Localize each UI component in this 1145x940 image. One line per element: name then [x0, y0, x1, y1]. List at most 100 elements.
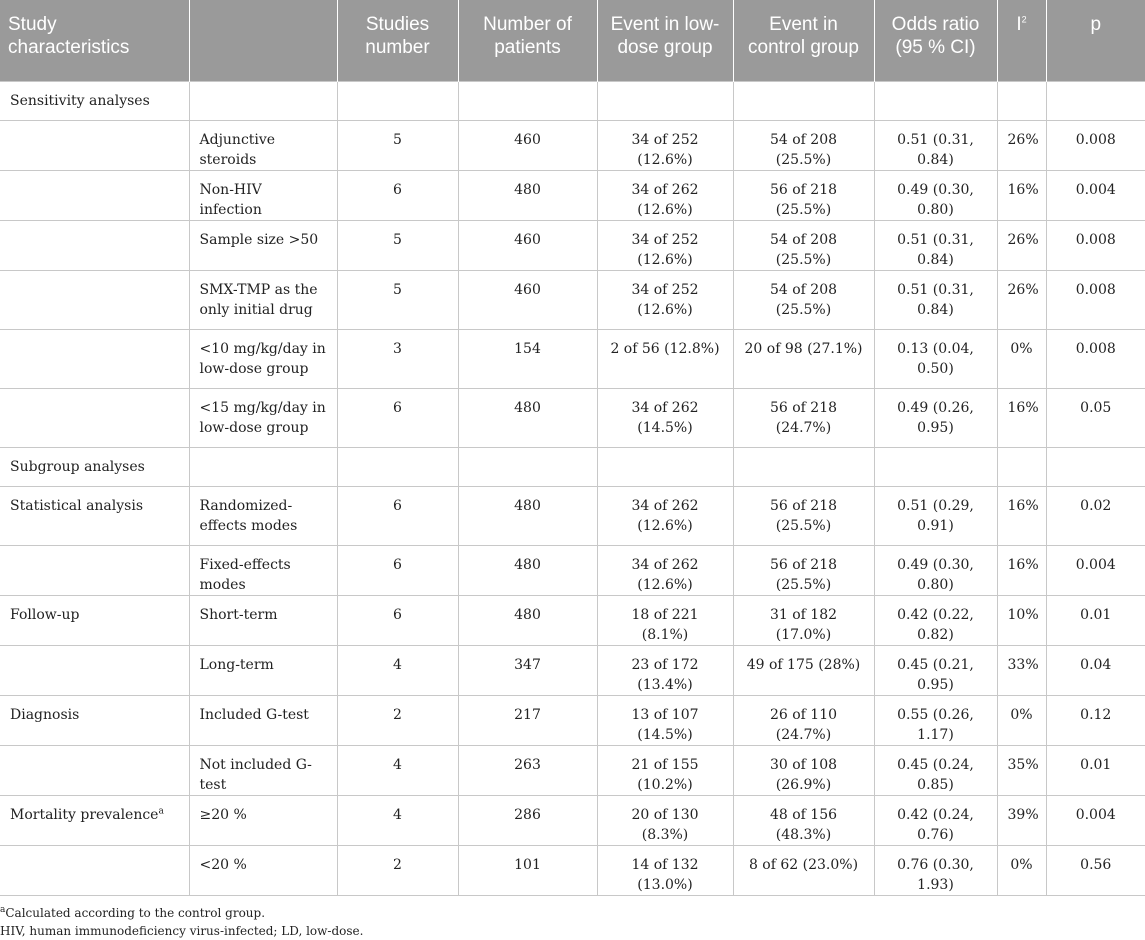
cell-odds-ratio-text: 0.42 (0.24, 0.76) — [897, 806, 974, 843]
cell-i-squared-text: 0% — [1010, 856, 1033, 873]
cell-p-value: 0.04 — [1045, 644, 1145, 696]
cell-event-low-dose-text: 21 of 155 (10.2%) — [631, 756, 699, 793]
cell-subgroup: Included G-test — [188, 694, 338, 746]
cell-event-control-text: 56 of 218 (25.5%) — [769, 497, 838, 534]
cell-studies-number: 6 — [336, 387, 459, 448]
cell-event-low-dose: 34 of 252 (12.6%) — [596, 119, 734, 171]
cell-event-control — [732, 446, 875, 487]
cell-number-of-patients: 263 — [457, 744, 598, 796]
cell-event-control-text: 56 of 218 (25.5%) — [769, 181, 838, 218]
cell-event-control: 56 of 218 (25.5%) — [732, 169, 875, 221]
cell-i-squared — [996, 446, 1047, 487]
cell-number-of-patients: 480 — [457, 169, 598, 221]
cell-p-value-text: 0.008 — [1075, 231, 1116, 248]
cell-event-low-dose-text: 14 of 132 (13.0%) — [631, 856, 699, 893]
cell-odds-ratio-text: 0.49 (0.30, 0.80) — [897, 181, 974, 218]
cell-number-of-patients: 460 — [457, 269, 598, 330]
footnotes: aCalculated according to the control gro… — [0, 896, 1145, 940]
header-event-low-dose: Event in low-dose group — [596, 0, 733, 81]
table-row: Sample size >50 5 460 34 of 252 (12.6%) 54 o… — [0, 219, 1145, 271]
cell-odds-ratio-text: 0.49 (0.26, 0.95) — [897, 399, 974, 436]
cell-event-control-text: 49 of 175 (28%) — [746, 656, 861, 673]
cell-subgroup-text: Included G-test — [199, 706, 309, 723]
cell-studies-number-text: 6 — [393, 181, 402, 198]
cell-category — [0, 269, 190, 330]
cell-i-squared-text: 16% — [1007, 399, 1039, 416]
cell-i-squared-text: 39% — [1007, 806, 1039, 823]
cell-i-squared: 26% — [996, 119, 1047, 171]
cell-i-squared-text: 26% — [1007, 131, 1039, 148]
cell-studies-number — [336, 80, 459, 121]
cell-event-control: 54 of 208 (25.5%) — [732, 219, 875, 271]
cell-p-value-text: 0.008 — [1075, 340, 1116, 357]
cell-subgroup: <10 mg/kg/day in low-dose group — [188, 328, 338, 389]
cell-number-of-patients: 347 — [457, 644, 598, 696]
cell-studies-number: 6 — [336, 169, 459, 221]
cell-odds-ratio-text: 0.51 (0.31, 0.84) — [897, 231, 974, 268]
cell-i-squared: 35% — [996, 744, 1047, 796]
cell-category-text: Mortality prevalence — [10, 806, 159, 823]
cell-event-low-dose: 34 of 262 (12.6%) — [596, 485, 734, 546]
cell-category: Mortality prevalencea — [0, 794, 190, 846]
cell-odds-ratio-text: 0.49 (0.30, 0.80) — [897, 556, 974, 593]
cell-subgroup: Non-HIV infection — [188, 169, 338, 221]
cell-odds-ratio: 0.45 (0.24, 0.85) — [873, 744, 998, 796]
table-row: Follow-up Short-term 6 480 18 of 221 (8.1%) 3… — [0, 594, 1145, 646]
cell-odds-ratio — [873, 80, 998, 121]
cell-event-low-dose-text: 2 of 56 (12.8%) — [610, 340, 720, 357]
cell-p-value: 0.01 — [1045, 744, 1145, 796]
cell-category: Diagnosis — [0, 694, 190, 746]
cell-category: Follow-up — [0, 594, 190, 646]
cell-i-squared-text: 35% — [1007, 756, 1039, 773]
table-row: SMX-TMP as the only initial drug 5 460 34 o… — [0, 269, 1145, 330]
cell-odds-ratio-text: 0.76 (0.30, 1.93) — [897, 856, 974, 893]
cell-subgroup-text: Adjunctive steroids — [199, 131, 276, 168]
cell-number-of-patients-text: 480 — [514, 606, 541, 623]
footnote-abbreviations: HIV, human immunodeficiency virus-infect… — [0, 923, 364, 938]
cell-subgroup-text: <20 % — [199, 856, 247, 873]
cell-event-control: 56 of 218 (25.5%) — [732, 544, 875, 596]
cell-event-low-dose: 34 of 262 (14.5%) — [596, 387, 734, 448]
cell-studies-number-text: 6 — [393, 497, 402, 514]
cell-number-of-patients: 480 — [457, 594, 598, 646]
cell-subgroup-text: <10 mg/kg/day in low-dose group — [199, 340, 326, 377]
cell-event-control-text: 54 of 208 (25.5%) — [769, 131, 838, 168]
cell-event-low-dose-text: 34 of 262 (14.5%) — [631, 399, 699, 436]
cell-number-of-patients-text: 154 — [514, 340, 541, 357]
cell-p-value: 0.01 — [1045, 594, 1145, 646]
cell-number-of-patients-text: 460 — [514, 231, 541, 248]
cell-category-text: Sensitivity analyses — [10, 92, 150, 109]
cell-subgroup-text: Sample size >50 — [199, 231, 319, 248]
cell-event-low-dose: 21 of 155 (10.2%) — [596, 744, 734, 796]
cell-event-low-dose-text: 34 of 262 (12.6%) — [631, 497, 699, 534]
cell-number-of-patients-text: 480 — [514, 497, 541, 514]
cell-studies-number: 5 — [336, 119, 459, 171]
cell-p-value-text: 0.56 — [1080, 856, 1112, 873]
cell-number-of-patients-text: 217 — [514, 706, 541, 723]
cell-event-low-dose: 2 of 56 (12.8%) — [596, 328, 734, 389]
cell-p-value: 0.56 — [1045, 844, 1145, 896]
cell-subgroup-text: SMX-TMP as the only initial drug — [199, 281, 318, 318]
cell-number-of-patients: 460 — [457, 219, 598, 271]
cell-subgroup: ≥20 % — [188, 794, 338, 846]
cell-p-value — [1045, 446, 1145, 487]
cell-event-low-dose — [596, 80, 734, 121]
cell-studies-number: 4 — [336, 644, 459, 696]
cell-studies-number-text: 4 — [393, 756, 402, 773]
cell-event-control: 8 of 62 (23.0%) — [732, 844, 875, 896]
cell-event-low-dose: 14 of 132 (13.0%) — [596, 844, 734, 896]
cell-odds-ratio-text: 0.42 (0.22, 0.82) — [897, 606, 974, 643]
cell-p-value-text: 0.02 — [1080, 497, 1112, 514]
cell-odds-ratio: 0.49 (0.30, 0.80) — [873, 544, 998, 596]
table-row: Fixed-effects modes 6 480 34 of 262 (12.6%)… — [0, 544, 1145, 596]
cell-number-of-patients-text: 347 — [514, 656, 541, 673]
cell-event-low-dose-text: 34 of 252 (12.6%) — [631, 281, 699, 318]
cell-event-control: 26 of 110 (24.7%) — [732, 694, 875, 746]
cell-studies-number-text: 5 — [393, 131, 402, 148]
cell-event-control-text: 54 of 208 (25.5%) — [769, 281, 838, 318]
cell-category — [0, 387, 190, 448]
cell-p-value-text: 0.01 — [1080, 606, 1112, 623]
cell-p-value: 0.05 — [1045, 387, 1145, 448]
cell-p-value: 0.12 — [1045, 694, 1145, 746]
cell-p-value — [1045, 80, 1145, 121]
